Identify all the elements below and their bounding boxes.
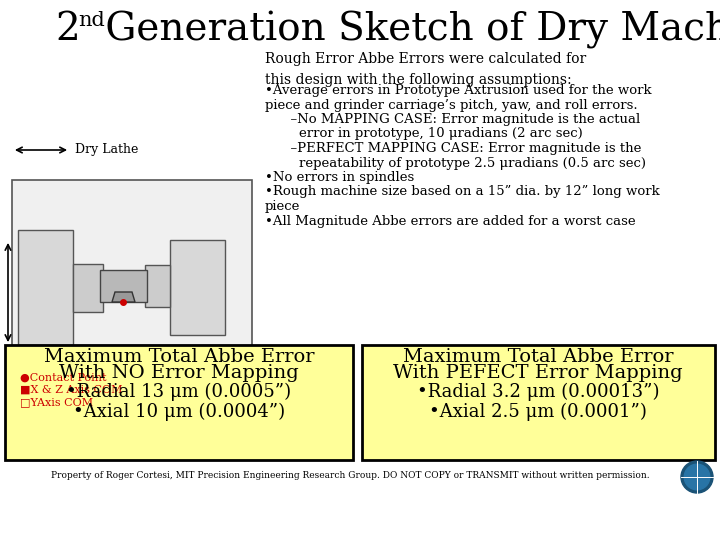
Text: Maximum Total Abbe Error: Maximum Total Abbe Error (402, 348, 673, 366)
FancyBboxPatch shape (12, 345, 252, 395)
Text: 2: 2 (55, 11, 80, 49)
Text: repeatability of prototype 2.5 μradians (0.5 arc sec): repeatability of prototype 2.5 μradians … (265, 157, 646, 170)
FancyBboxPatch shape (100, 270, 147, 302)
Text: Rough Error Abbe Errors were calculated for
this design with the following assum: Rough Error Abbe Errors were calculated … (265, 52, 586, 86)
Text: •All Magnitude Abbe errors are added for a worst case: •All Magnitude Abbe errors are added for… (265, 214, 636, 227)
Text: piece and grinder carriage’s pitch, yaw, and roll errors.: piece and grinder carriage’s pitch, yaw,… (265, 98, 638, 111)
Text: •Rough machine size based on a 15” dia. by 12” long work: •Rough machine size based on a 15” dia. … (265, 186, 660, 199)
Text: Generation Sketch of Dry Machine: Generation Sketch of Dry Machine (93, 11, 720, 49)
Text: •Radial 3.2 μm (0.00013”): •Radial 3.2 μm (0.00013”) (417, 383, 660, 401)
Text: piece: piece (265, 200, 300, 213)
FancyBboxPatch shape (170, 240, 225, 335)
Text: ■X & Z Axis COM: ■X & Z Axis COM (20, 385, 122, 395)
FancyBboxPatch shape (8, 160, 256, 420)
Text: •Axial 10 μm (0.0004”): •Axial 10 μm (0.0004”) (73, 403, 285, 421)
Text: ●Contact Point: ●Contact Point (20, 373, 107, 383)
Text: Dry Lathe: Dry Lathe (75, 144, 138, 157)
Text: •No errors in spindles: •No errors in spindles (265, 171, 414, 184)
Text: Property of Roger Cortesi, MIT Precision Engineering Research Group. DO NOT COPY: Property of Roger Cortesi, MIT Precision… (50, 470, 649, 480)
Text: –No MAPPING CASE: Error magnitude is the actual: –No MAPPING CASE: Error magnitude is the… (265, 113, 640, 126)
Text: –PERFECT MAPPING CASE: Error magnitude is the: –PERFECT MAPPING CASE: Error magnitude i… (265, 142, 642, 155)
FancyBboxPatch shape (145, 265, 170, 307)
Text: nd: nd (78, 10, 104, 30)
Text: •Axial 2.5 μm (0.0001”): •Axial 2.5 μm (0.0001”) (429, 403, 647, 421)
FancyBboxPatch shape (73, 264, 103, 312)
Text: Maximum Total Abbe Error: Maximum Total Abbe Error (44, 348, 314, 366)
FancyBboxPatch shape (18, 230, 73, 345)
Text: With PEFECT Error Mapping: With PEFECT Error Mapping (393, 364, 683, 382)
Text: □YAxis COM: □YAxis COM (20, 397, 93, 407)
Circle shape (684, 464, 710, 490)
Polygon shape (112, 292, 135, 302)
Text: With NO Error Mapping: With NO Error Mapping (59, 364, 299, 382)
Text: error in prototype, 10 μradians (2 arc sec): error in prototype, 10 μradians (2 arc s… (265, 127, 582, 140)
Text: •Average errors in Prototype Axtrusion used for the work: •Average errors in Prototype Axtrusion u… (265, 84, 652, 97)
FancyBboxPatch shape (5, 345, 353, 460)
Circle shape (681, 461, 713, 493)
FancyBboxPatch shape (362, 345, 715, 460)
FancyBboxPatch shape (12, 180, 252, 395)
Text: •Radial 13 μm (0.0005”): •Radial 13 μm (0.0005”) (66, 383, 292, 401)
